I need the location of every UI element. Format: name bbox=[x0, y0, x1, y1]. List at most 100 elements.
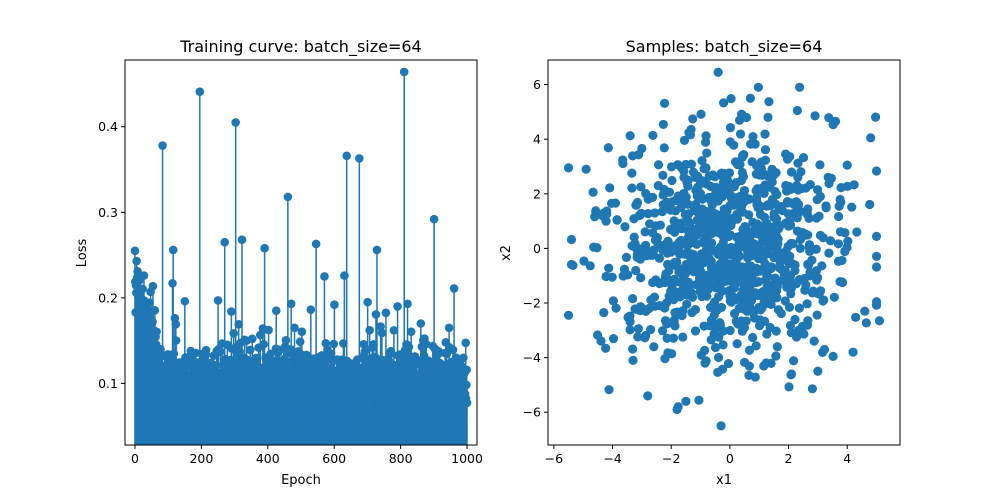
loss-point bbox=[145, 298, 154, 307]
sample-point bbox=[791, 332, 802, 342]
sample-point bbox=[744, 345, 755, 355]
sample-point bbox=[851, 312, 861, 322]
sample-point bbox=[836, 182, 846, 193]
sample-point bbox=[738, 171, 748, 182]
loss-point bbox=[286, 345, 296, 354]
sample-point bbox=[618, 155, 628, 165]
sample-point bbox=[785, 320, 796, 331]
loss-point bbox=[459, 353, 468, 363]
loss-point bbox=[444, 323, 454, 333]
sample-point bbox=[734, 115, 745, 125]
sample-point bbox=[659, 98, 670, 108]
loss-x-ticks: 0 200 400 600 800 1000 bbox=[131, 445, 483, 466]
sample-point bbox=[753, 251, 764, 261]
sample-point bbox=[788, 239, 798, 249]
loss-point bbox=[221, 387, 231, 396]
sample-point bbox=[683, 181, 693, 191]
sample-point bbox=[707, 226, 717, 237]
loss-point bbox=[152, 327, 161, 336]
sample-point bbox=[631, 200, 642, 210]
loss-point bbox=[406, 327, 416, 336]
sample-point bbox=[842, 242, 852, 253]
sample-point bbox=[735, 242, 745, 253]
sample-point bbox=[829, 292, 839, 302]
sample-point bbox=[620, 222, 630, 232]
loss-point bbox=[375, 401, 385, 410]
sample-point bbox=[804, 213, 814, 223]
sample-point bbox=[764, 97, 774, 107]
sample-point bbox=[566, 234, 577, 245]
sample-point bbox=[662, 319, 672, 329]
sample-point bbox=[718, 270, 728, 281]
samples-y-ticks: −6 −4 −2 0 2 4 6 bbox=[523, 77, 548, 420]
loss-point bbox=[235, 347, 244, 356]
sample-point bbox=[634, 210, 644, 221]
sample-point bbox=[773, 305, 784, 315]
loss-point bbox=[378, 410, 387, 420]
sample-point bbox=[803, 260, 814, 270]
loss-point bbox=[168, 279, 177, 288]
loss-point bbox=[260, 243, 269, 253]
loss-point bbox=[365, 325, 374, 335]
loss-point bbox=[290, 323, 299, 333]
loss-point bbox=[399, 67, 409, 77]
sample-point bbox=[794, 82, 805, 92]
sample-point bbox=[680, 269, 691, 279]
sample-point bbox=[773, 239, 783, 249]
sample-point bbox=[655, 220, 665, 230]
sample-point bbox=[658, 190, 668, 200]
sample-point bbox=[581, 164, 591, 174]
sample-point bbox=[657, 326, 668, 336]
loss-point bbox=[283, 192, 293, 202]
sample-point bbox=[713, 67, 723, 77]
sample-point bbox=[719, 189, 729, 199]
loss-point bbox=[330, 300, 339, 309]
sample-point bbox=[860, 306, 870, 316]
sample-point bbox=[701, 239, 711, 250]
sample-point bbox=[704, 252, 714, 262]
sample-point bbox=[748, 307, 759, 317]
loss-point bbox=[195, 87, 205, 96]
loss-point bbox=[386, 393, 396, 403]
sample-point bbox=[781, 149, 791, 159]
samples-y-axis-label: x2 bbox=[499, 245, 514, 261]
sample-point bbox=[579, 256, 589, 266]
sample-point bbox=[748, 131, 758, 142]
sample-point bbox=[726, 94, 736, 104]
samples-x-tick-label: −4 bbox=[603, 451, 621, 466]
loss-point bbox=[366, 401, 375, 410]
sample-point bbox=[694, 395, 704, 405]
loss-point bbox=[158, 141, 167, 150]
loss-point bbox=[172, 402, 182, 412]
sample-point bbox=[653, 160, 664, 170]
sample-point bbox=[772, 219, 782, 229]
samples-x-ticks: −6 −4 −2 0 2 4 bbox=[545, 445, 851, 466]
loss-x-tick-label: 200 bbox=[189, 451, 213, 466]
sample-point bbox=[607, 198, 617, 208]
sample-point bbox=[788, 356, 799, 366]
sample-point bbox=[743, 301, 753, 311]
sample-point bbox=[745, 93, 756, 103]
sample-point bbox=[605, 183, 615, 193]
sample-point bbox=[739, 185, 750, 196]
loss-point bbox=[156, 345, 165, 354]
sample-point bbox=[811, 213, 822, 223]
sample-point bbox=[696, 109, 706, 119]
sample-point bbox=[807, 384, 818, 394]
loss-point bbox=[264, 325, 273, 335]
loss-x-tick-label: 800 bbox=[389, 451, 413, 466]
loss-point bbox=[462, 398, 472, 408]
sample-point bbox=[701, 215, 712, 225]
sample-point bbox=[611, 303, 621, 313]
sample-point bbox=[807, 288, 818, 298]
sample-point bbox=[740, 266, 750, 277]
sample-point bbox=[697, 156, 707, 166]
sample-point bbox=[670, 307, 680, 318]
sample-point bbox=[735, 160, 745, 170]
sample-point bbox=[771, 351, 781, 361]
sample-point bbox=[780, 269, 791, 279]
sample-point bbox=[754, 321, 765, 331]
sample-point bbox=[643, 194, 653, 204]
sample-point bbox=[848, 347, 858, 357]
loss-point bbox=[376, 322, 385, 331]
